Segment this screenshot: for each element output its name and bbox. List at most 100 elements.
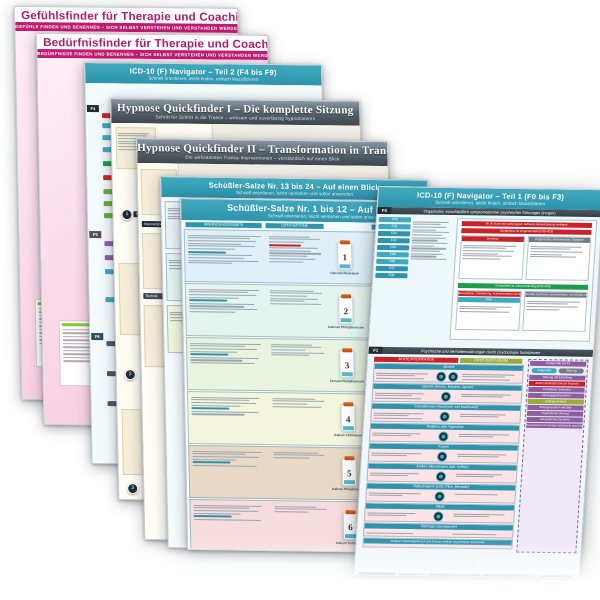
- substance-row: Cannabinoide (Haschisch und Marihuana): [370, 402, 522, 424]
- codierhilfe-chip-diagnostik[interactable]: Diagnostik: [531, 367, 557, 374]
- step-badge-2: 2: [124, 369, 136, 381]
- gefuehlsfinder-title: Gefühlsfinder für Therapie und Coaching: [21, 10, 246, 25]
- index-band: F09: [375, 272, 408, 279]
- substance-label: Halluzinogene (LSD, Pilze, Meskalin): [366, 483, 516, 491]
- column-header-leitsymptome: LEITSYMPTOME: [265, 223, 324, 229]
- beduerfnisfinder-header: Bedürfnisfinder für Therapie und Coachin…: [37, 34, 276, 52]
- icd10-teil2-header: ICD-10 (F) Navigator – Teil 2 (F4 bis F9…: [85, 63, 322, 86]
- f0-subpanel: Organisches amnestisches Syndrom: [524, 236, 592, 281]
- hypnose2-header: Hypnose Quickfinder II – Transformation …: [137, 139, 397, 167]
- f0-block-label: Bewusstsein, Orientierung, Aufmerksamkei…: [458, 291, 521, 297]
- column-header-anwendungsgebiete: ANWENDUNGSGEBIETE: [185, 222, 262, 229]
- remedy-number-2: 2: [343, 306, 349, 317]
- index-band: F01: [378, 223, 411, 230]
- substance-icon: [440, 391, 452, 402]
- remedy-name-1: Calcium Fluoratum: [330, 271, 360, 276]
- remedy-number-6: 6: [348, 522, 353, 533]
- f1-codierhilfe-sidebar: Codierhilfe für F1 Diagnostik Störung St…: [516, 358, 589, 554]
- chapter-tab-f4[interactable]: F4: [86, 105, 99, 113]
- f0-index-text: [410, 219, 453, 261]
- substance-row: Kokain: [367, 442, 520, 464]
- substance-label: Andere Stimulanzien (inkl. Koffein): [368, 463, 517, 471]
- codierhilfe-item: Restzustand und verzögert auftretende ps…: [526, 422, 583, 429]
- index-band: F06: [376, 258, 409, 265]
- icd10-teil1-body: Organische, einschließlich symptomatisch…: [353, 206, 600, 579]
- codierhilfe-title: Codierhilfe für F1: [530, 360, 587, 367]
- substance-icon: [438, 431, 449, 442]
- codierhilfe-item: Entzugssyndrom mit Delir: [527, 404, 584, 411]
- gefuehlsfinder-header: Gefühlsfinder für Therapie und Coaching: [15, 7, 246, 25]
- substance-row: Sedativa oder Hypnotica: [368, 422, 521, 444]
- codierhilfe-item: Akute Intoxikation (Akuter Rausch): [528, 380, 586, 387]
- substance-row: Andere Stimulanzien (inkl. Koffein): [366, 462, 518, 484]
- index-band: F07: [375, 265, 409, 272]
- substance-icon: [434, 491, 445, 502]
- beduerfnisfinder-title: Bedürfnisfinder für Therapie und Coachin…: [43, 37, 276, 52]
- codierhilfe-item: Psychotische Störung: [526, 410, 584, 417]
- remedy-bottle-1: 1: [336, 240, 353, 271]
- substance-row: Alkohol: [372, 362, 525, 384]
- card-icd10-teil1[interactable]: ICD-10 (F) Navigator – Teil 1 (F0 bis F3…: [353, 186, 600, 579]
- remedy-bottle-5: 5: [341, 456, 358, 487]
- substance-label: Kokain: [369, 443, 518, 451]
- remedy-bottle-4: 4: [340, 402, 356, 433]
- f0-index-column: F00 F01 F02 F03 F04 F05 F06 F07 F09: [375, 216, 412, 280]
- f0-subpanel: Sonstige psychische, persönlichkeits- un…: [521, 290, 588, 332]
- substance-icon: [435, 371, 447, 382]
- substance-icon: [447, 371, 459, 382]
- index-band: F00: [378, 216, 412, 223]
- chapter-tab-f5[interactable]: F5: [89, 230, 102, 239]
- codierhilfe-item: Amnestisches Syndrom: [526, 416, 583, 423]
- substance-icon: [436, 451, 448, 462]
- index-band: F03: [377, 237, 410, 244]
- codierhilfe-subtitle: Störung mit Einteilung: [529, 374, 586, 381]
- f0-subpanel: Demenz: [458, 235, 525, 280]
- index-band: F05: [376, 251, 409, 258]
- f0-subpanel: Bewusstsein, Orientierung, Aufmerksamkei…: [455, 289, 522, 331]
- substance-label: Alkohol: [374, 363, 523, 371]
- remedy-number-1: 1: [342, 252, 348, 263]
- f0-block-label: Sonstige psychische, persönlichkeits- un…: [524, 291, 587, 298]
- remedy-bottle-2: 2: [338, 294, 354, 325]
- section-heading-f1: Psychische und Verhaltensstörungen durch…: [368, 346, 594, 357]
- remedy-name-2: Calcium Phosphoricum: [327, 325, 364, 330]
- substance-row: Halluzinogene (LSD, Pilze, Meskalin): [365, 482, 517, 504]
- remedy-number-3: 3: [344, 360, 350, 371]
- f1-substance-table: Alkohol Opioide (Heroin, Morphin, Opium)…: [362, 362, 525, 550]
- chapter-tab-f0[interactable]: F0: [377, 206, 392, 215]
- f0-question: Ab 30 muss eine pathologisch definierte …: [461, 221, 593, 228]
- substance-label: Sedativa oder Hypnotica: [370, 423, 520, 431]
- remedy-number-4: 4: [345, 414, 351, 425]
- f1-column-entzugssyndrom: ENTZUGSSYNDROM: [460, 357, 523, 364]
- substance-icon: [433, 511, 444, 522]
- chapter-tab-f6[interactable]: F6: [91, 332, 104, 341]
- chapter-tab-f1[interactable]: F1: [368, 346, 383, 354]
- substance-icon: [435, 471, 447, 482]
- f0-block-label: Demenz: [461, 236, 524, 242]
- substance-label: Tabak: [365, 503, 515, 511]
- remedy-name-3: Ferrum Phosphoricum: [329, 378, 365, 384]
- remedy-bottle-3: 3: [339, 348, 355, 379]
- codierhilfe-chip-stoerung[interactable]: Störung: [558, 368, 584, 374]
- icd10-teil2-subtitle: Schnell orientieren, leicht finden, einf…: [148, 75, 259, 82]
- hypnose1-header: Hypnose Quickfinder I – Die komplette Si…: [111, 99, 360, 126]
- reflection-fade-mask: [0, 540, 600, 600]
- f0-block-label: Gedächtnis ist eingeschränkt (F00-F09): [461, 228, 592, 235]
- substance-label: Flüchtige Lösungsmittel: [364, 523, 513, 531]
- substance-row: Opioide (Heroin, Morphin, Opium): [371, 382, 523, 404]
- substance-row: Tabak: [363, 502, 516, 524]
- f0-block-label: Delir: [457, 296, 520, 303]
- f0-block-label: Organisches amnestisches Syndrom: [528, 237, 591, 243]
- step-badge-3: 3: [127, 483, 139, 495]
- remedy-number-5: 5: [346, 468, 352, 479]
- codierhilfe-item: Schädlicher Gebrauch: [528, 386, 585, 393]
- substance-icon: [439, 411, 450, 422]
- index-band: F04: [376, 244, 410, 251]
- codierhilfe-item: Entzugssyndrom: [527, 398, 584, 405]
- step-badge-1: 1: [121, 209, 133, 221]
- index-band: F02: [377, 230, 411, 237]
- f0-block-label: Gedächtnis ist unbeeinträchtigt (F05-F09…: [457, 283, 589, 290]
- substance-label: Cannabinoide (Haschisch und Marihuana): [372, 403, 521, 411]
- substance-row: Flüchtige Lösungsmittel: [362, 522, 515, 539]
